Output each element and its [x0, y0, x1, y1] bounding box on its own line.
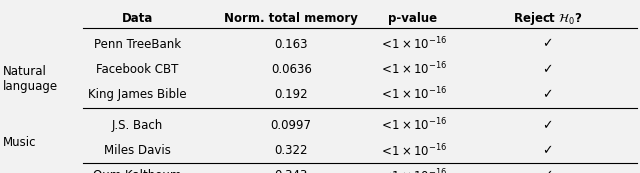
Text: Music: Music — [3, 136, 36, 149]
Text: 0.192: 0.192 — [275, 88, 308, 101]
Text: Norm. total memory: Norm. total memory — [224, 12, 358, 25]
Text: Oum Kalthoum: Oum Kalthoum — [93, 169, 182, 173]
Text: $<\!1\times10^{-16}$: $<\!1\times10^{-16}$ — [379, 142, 447, 159]
Text: 0.0636: 0.0636 — [271, 63, 312, 76]
Text: 0.163: 0.163 — [275, 38, 308, 51]
Text: 0.343: 0.343 — [275, 169, 308, 173]
Text: $<\!1\times10^{-16}$: $<\!1\times10^{-16}$ — [379, 117, 447, 134]
Text: Penn TreeBank: Penn TreeBank — [94, 38, 181, 51]
Text: $<\!1\times10^{-16}$: $<\!1\times10^{-16}$ — [379, 36, 447, 52]
Text: Reject $\mathcal{H}_0$?: Reject $\mathcal{H}_0$? — [513, 10, 582, 27]
Text: $<\!1\times10^{-16}$: $<\!1\times10^{-16}$ — [379, 167, 447, 173]
Text: ✓: ✓ — [542, 88, 552, 101]
Text: ✓: ✓ — [542, 144, 552, 157]
Text: $<\!1\times10^{-16}$: $<\!1\times10^{-16}$ — [379, 61, 447, 78]
Text: 0.0997: 0.0997 — [271, 119, 312, 132]
Text: Miles Davis: Miles Davis — [104, 144, 171, 157]
Text: ✓: ✓ — [542, 38, 552, 51]
Text: J.S. Bach: J.S. Bach — [112, 119, 163, 132]
Text: 0.322: 0.322 — [275, 144, 308, 157]
Text: p-value: p-value — [388, 12, 437, 25]
Text: Natural
language: Natural language — [3, 65, 58, 93]
Text: Facebook CBT: Facebook CBT — [97, 63, 179, 76]
Text: ✓: ✓ — [542, 119, 552, 132]
Text: ✓: ✓ — [542, 169, 552, 173]
Text: Data: Data — [122, 12, 154, 25]
Text: King James Bible: King James Bible — [88, 88, 187, 101]
Text: ✓: ✓ — [542, 63, 552, 76]
Text: $<\!1\times10^{-16}$: $<\!1\times10^{-16}$ — [379, 86, 447, 103]
